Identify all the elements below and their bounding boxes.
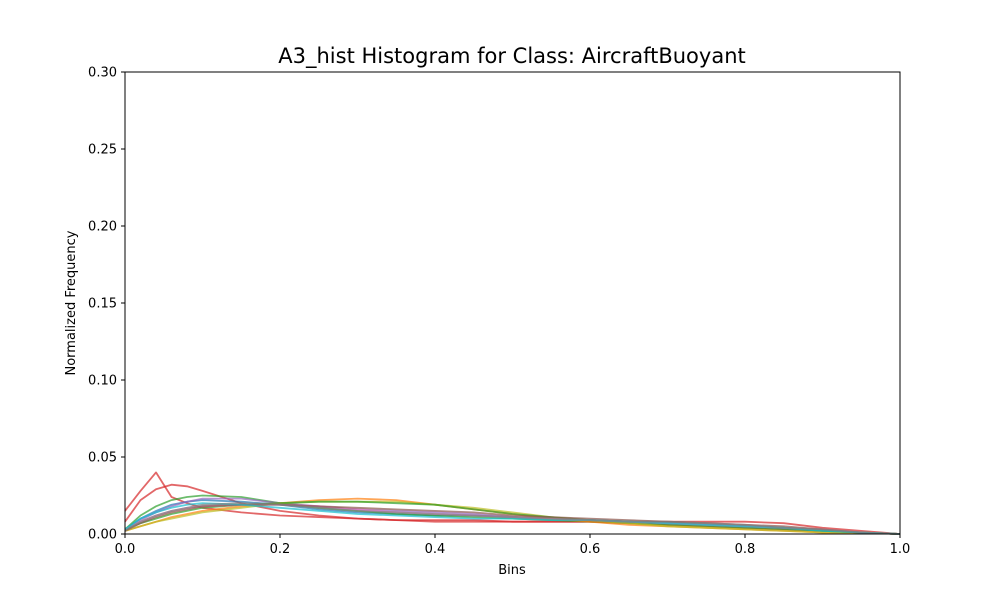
y-tick-label: 0.30 (88, 66, 117, 81)
y-tick-label: 0.00 (88, 528, 117, 543)
series-layer (124, 471, 901, 535)
y-tick-label: 0.20 (88, 220, 117, 235)
x-tick-label: 0.4 (425, 542, 446, 557)
plot-frame (124, 71, 901, 535)
x-ticks: 0.0 0.2 0.4 0.6 0.8 1.0 (115, 534, 911, 557)
y-ticks: 0.00 0.05 0.10 0.15 0.20 0.25 0.30 (88, 66, 125, 543)
series-line-11 (124, 502, 901, 535)
x-tick-label: 0.0 (115, 542, 136, 557)
y-tick-label: 0.25 (88, 143, 117, 158)
x-tick-label: 1.0 (890, 542, 911, 557)
y-tick-label: 0.05 (88, 451, 117, 466)
x-tick-label: 0.6 (580, 542, 601, 557)
y-tick-label: 0.10 (88, 374, 117, 389)
x-tick-label: 0.2 (270, 542, 291, 557)
x-axis-label: Bins (498, 563, 526, 578)
y-tick-label: 0.15 (88, 297, 117, 312)
series-line-12 (124, 502, 901, 535)
chart-title: A3_hist Histogram for Class: AircraftBuo… (278, 44, 745, 69)
x-tick-label: 0.8 (735, 542, 756, 557)
y-axis-label: Normalized Frequency (64, 230, 79, 375)
series-line-4 (124, 494, 901, 535)
